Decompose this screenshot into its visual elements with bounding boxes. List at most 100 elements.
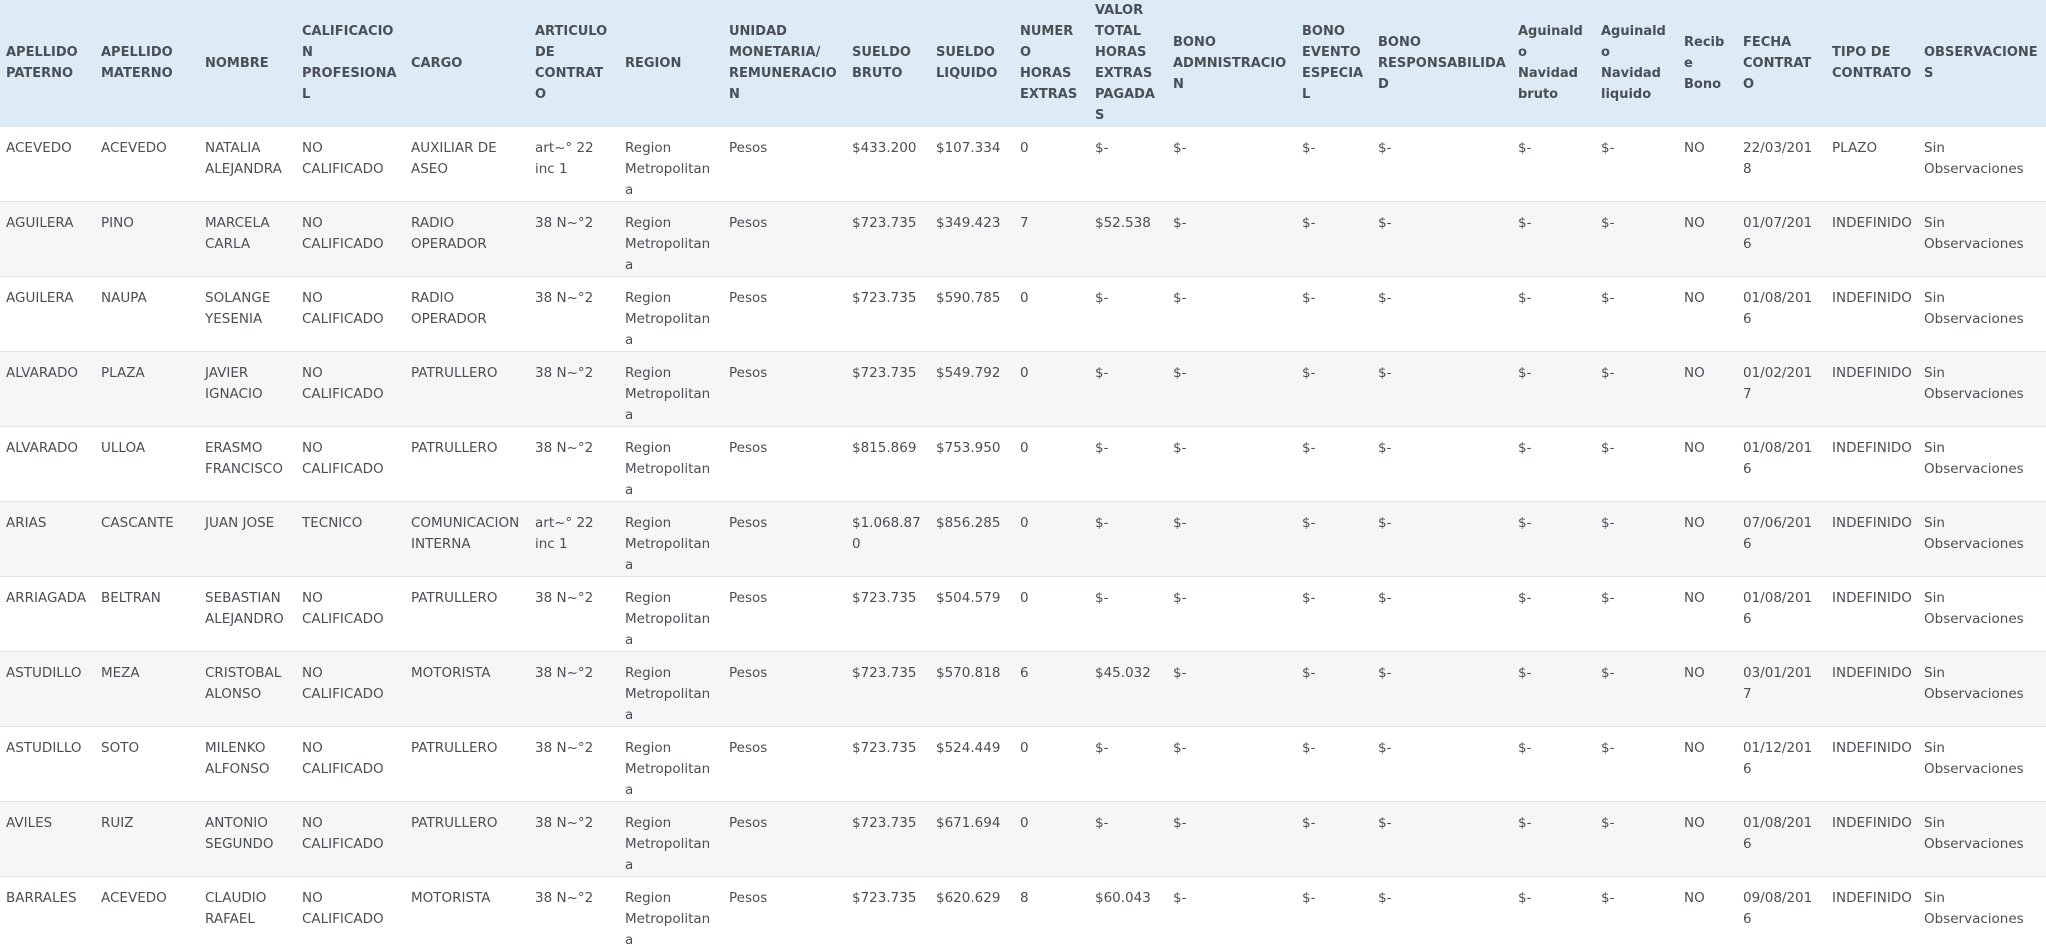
cell-region: Region Metropolitana <box>619 352 723 427</box>
table-header: APELLIDO PATERNO APELLIDO MATERNO NOMBRE… <box>0 0 2046 127</box>
col-articulo[interactable]: ARTICULO DE CONTRATO <box>529 0 619 127</box>
cell-tipo-contrato: INDEFINIDO <box>1826 652 1918 727</box>
cell-bono-evento: $- <box>1296 577 1372 652</box>
col-apellido-materno[interactable]: APELLIDO MATERNO <box>95 0 199 127</box>
cell-apellido-materno: RUIZ <box>95 802 199 877</box>
cell-bono-evento: $- <box>1296 277 1372 352</box>
cell-calificacion: NO CALIFICADO <box>296 352 405 427</box>
cell-nombre: CRISTOBAL ALONSO <box>199 652 296 727</box>
cell-observaciones: Sin Observaciones <box>1918 877 2046 951</box>
cell-tipo-contrato: INDEFINIDO <box>1826 802 1918 877</box>
cell-tipo-contrato: PLAZO <box>1826 127 1918 202</box>
col-recibe-bono[interactable]: Recibe Bono <box>1678 0 1737 127</box>
cell-horas-extras: 0 <box>1014 427 1089 502</box>
col-nombre[interactable]: NOMBRE <box>199 0 296 127</box>
cell-sueldo-bruto: $723.735 <box>846 202 930 277</box>
cell-apellido-materno: PINO <box>95 202 199 277</box>
cell-apellido-materno: ACEVEDO <box>95 127 199 202</box>
cell-bono-evento: $- <box>1296 877 1372 951</box>
cell-region: Region Metropolitana <box>619 202 723 277</box>
cell-nombre: CLAUDIO RAFAEL <box>199 877 296 951</box>
col-fecha-contrato[interactable]: FECHA CONTRATO <box>1737 0 1826 127</box>
col-region[interactable]: REGION <box>619 0 723 127</box>
cell-region: Region Metropolitana <box>619 277 723 352</box>
cell-aguinaldo-bruto: $- <box>1512 877 1595 951</box>
cell-observaciones: Sin Observaciones <box>1918 652 2046 727</box>
cell-sueldo-liquido: $620.629 <box>930 877 1014 951</box>
cell-bono-administracion: $- <box>1167 352 1296 427</box>
cell-bono-evento: $- <box>1296 127 1372 202</box>
cell-aguinaldo-liquido: $- <box>1595 502 1678 577</box>
cell-unidad-monetaria: Pesos <box>723 277 846 352</box>
cell-apellido-materno: ACEVEDO <box>95 877 199 951</box>
cell-articulo: 38 N~°2 <box>529 877 619 951</box>
cell-fecha-contrato: 01/08/2016 <box>1737 802 1826 877</box>
cell-sueldo-liquido: $671.694 <box>930 802 1014 877</box>
col-observaciones[interactable]: OBSERVACIONES <box>1918 0 2046 127</box>
col-bono-responsabilidad[interactable]: BONO RESPONSABILIDAD <box>1372 0 1512 127</box>
col-bono-evento[interactable]: BONO EVENTO ESPECIAL <box>1296 0 1372 127</box>
cell-nombre: ANTONIO SEGUNDO <box>199 802 296 877</box>
cell-fecha-contrato: 22/03/2018 <box>1737 127 1826 202</box>
cell-aguinaldo-bruto: $- <box>1512 202 1595 277</box>
cell-articulo: 38 N~°2 <box>529 802 619 877</box>
cell-apellido-paterno: AVILES <box>0 802 95 877</box>
col-unidad-monetaria[interactable]: UNIDAD MONETARIA/ REMUNERACION <box>723 0 846 127</box>
cell-unidad-monetaria: Pesos <box>723 202 846 277</box>
cell-nombre: NATALIA ALEJANDRA <box>199 127 296 202</box>
cell-nombre: SOLANGE YESENIA <box>199 277 296 352</box>
cell-bono-responsabilidad: $- <box>1372 352 1512 427</box>
col-sueldo-liquido[interactable]: SUELDO LIQUIDO <box>930 0 1014 127</box>
cell-recibe-bono: NO <box>1678 352 1737 427</box>
cell-region: Region Metropolitana <box>619 652 723 727</box>
cell-recibe-bono: NO <box>1678 427 1737 502</box>
cell-aguinaldo-bruto: $- <box>1512 652 1595 727</box>
cell-apellido-paterno: ALVARADO <box>0 352 95 427</box>
col-apellido-paterno[interactable]: APELLIDO PATERNO <box>0 0 95 127</box>
cell-apellido-materno: PLAZA <box>95 352 199 427</box>
cell-unidad-monetaria: Pesos <box>723 877 846 951</box>
col-aguinaldo-bruto[interactable]: Aguinaldo Navidad bruto <box>1512 0 1595 127</box>
cell-cargo: PATRULLERO <box>405 427 529 502</box>
cell-unidad-monetaria: Pesos <box>723 502 846 577</box>
cell-observaciones: Sin Observaciones <box>1918 577 2046 652</box>
cell-observaciones: Sin Observaciones <box>1918 202 2046 277</box>
cell-valor-horas-extras: $52.538 <box>1089 202 1167 277</box>
cell-aguinaldo-liquido: $- <box>1595 652 1678 727</box>
cell-bono-evento: $- <box>1296 727 1372 802</box>
col-tipo-contrato[interactable]: TIPO DE CONTRATO <box>1826 0 1918 127</box>
cell-unidad-monetaria: Pesos <box>723 727 846 802</box>
col-cargo[interactable]: CARGO <box>405 0 529 127</box>
col-sueldo-bruto[interactable]: SUELDO BRUTO <box>846 0 930 127</box>
cell-region: Region Metropolitana <box>619 577 723 652</box>
col-horas-extras[interactable]: NUMERO HORAS EXTRAS <box>1014 0 1089 127</box>
cell-valor-horas-extras: $- <box>1089 127 1167 202</box>
col-aguinaldo-liquido[interactable]: Aguinaldo Navidad liquido <box>1595 0 1678 127</box>
cell-articulo: 38 N~°2 <box>529 277 619 352</box>
cell-bono-administracion: $- <box>1167 502 1296 577</box>
col-valor-horas-extras[interactable]: VALOR TOTAL HORAS EXTRAS PAGADAS <box>1089 0 1167 127</box>
cell-bono-responsabilidad: $- <box>1372 802 1512 877</box>
cell-tipo-contrato: INDEFINIDO <box>1826 202 1918 277</box>
header-row: APELLIDO PATERNO APELLIDO MATERNO NOMBRE… <box>0 0 2046 127</box>
cell-tipo-contrato: INDEFINIDO <box>1826 877 1918 951</box>
col-calificacion[interactable]: CALIFICACION PROFESIONAL <box>296 0 405 127</box>
cell-horas-extras: 8 <box>1014 877 1089 951</box>
cell-fecha-contrato: 01/08/2016 <box>1737 277 1826 352</box>
cell-unidad-monetaria: Pesos <box>723 577 846 652</box>
cell-horas-extras: 7 <box>1014 202 1089 277</box>
cell-apellido-paterno: ARRIAGADA <box>0 577 95 652</box>
cell-bono-responsabilidad: $- <box>1372 877 1512 951</box>
cell-recibe-bono: NO <box>1678 877 1737 951</box>
cell-apellido-paterno: ARIAS <box>0 502 95 577</box>
cell-calificacion: NO CALIFICADO <box>296 427 405 502</box>
cell-bono-responsabilidad: $- <box>1372 277 1512 352</box>
col-bono-administracion[interactable]: BONO ADMNISTRACION <box>1167 0 1296 127</box>
